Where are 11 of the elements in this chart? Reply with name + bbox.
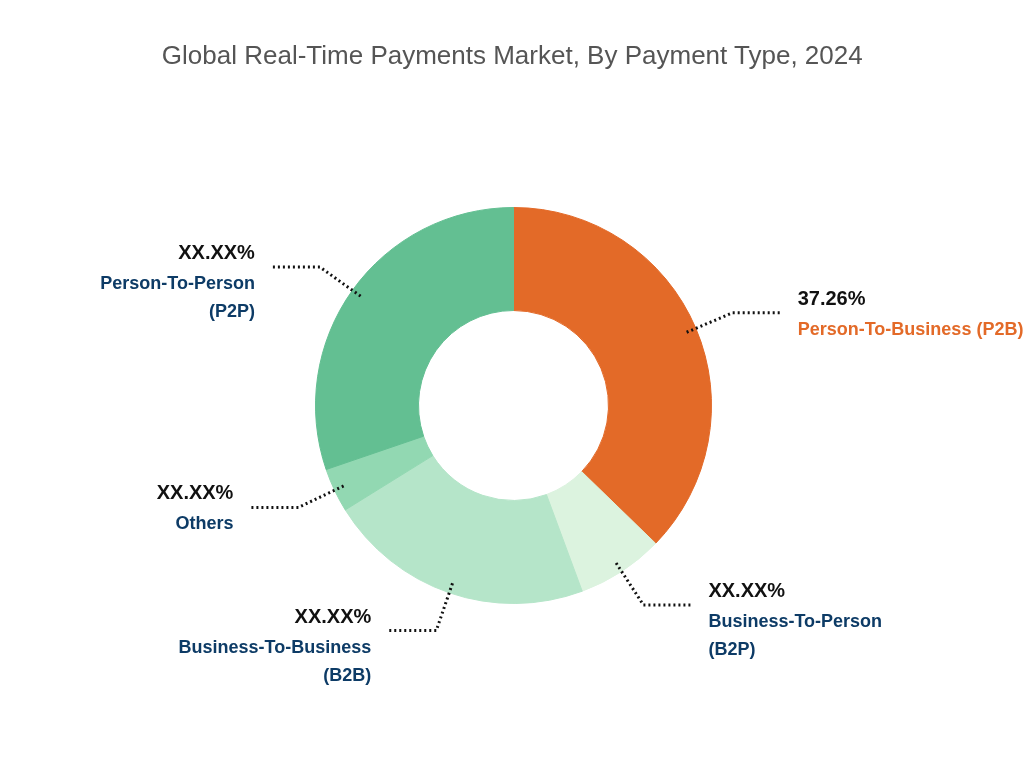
data-label: 37.26% — [797, 286, 866, 309]
slice-label: Business-To-Person (B2P) — [708, 610, 883, 659]
slice-label: Others — [175, 513, 234, 534]
data-label: XX.XX% — [178, 241, 256, 264]
slice-label: Person-To-Person (P2P) — [100, 273, 255, 322]
slice-label: Person-To-Business (P2B) — [797, 318, 1024, 339]
data-label: XX.XX% — [156, 481, 234, 504]
data-label: XX.XX% — [708, 578, 786, 601]
data-label: XX.XX% — [294, 604, 372, 627]
chart-title: Global Real-Time Payments Market, By Payment Type, 2024 — [161, 39, 863, 70]
slice-label: Business-To-Business (B2B) — [178, 636, 372, 685]
